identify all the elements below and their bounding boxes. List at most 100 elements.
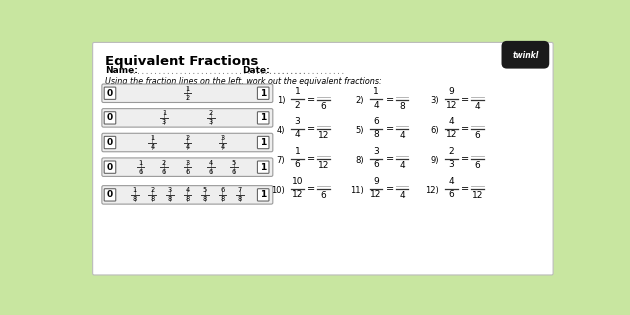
- Text: 0: 0: [107, 163, 113, 172]
- Text: 12: 12: [446, 130, 457, 139]
- Text: 3): 3): [430, 96, 439, 106]
- Text: 1: 1: [133, 187, 137, 193]
- FancyBboxPatch shape: [102, 84, 273, 102]
- Text: 4): 4): [277, 126, 285, 135]
- Text: 3: 3: [220, 135, 224, 141]
- Text: 8: 8: [133, 197, 137, 203]
- FancyBboxPatch shape: [102, 186, 273, 204]
- Text: 6: 6: [321, 191, 326, 200]
- Text: 5: 5: [203, 187, 207, 193]
- Text: 3: 3: [449, 160, 454, 169]
- Text: 8: 8: [399, 102, 405, 111]
- Text: 4: 4: [449, 177, 454, 186]
- FancyBboxPatch shape: [102, 133, 273, 152]
- Text: 4: 4: [220, 144, 224, 150]
- Text: 12: 12: [318, 131, 329, 140]
- Text: 4: 4: [399, 131, 405, 140]
- Text: 6: 6: [373, 160, 379, 169]
- FancyBboxPatch shape: [104, 112, 116, 124]
- Text: 6: 6: [373, 117, 379, 126]
- Text: 6: 6: [185, 169, 190, 175]
- Text: 1: 1: [295, 146, 301, 156]
- Text: =: =: [307, 95, 316, 105]
- Text: 12: 12: [292, 190, 303, 199]
- Text: 11): 11): [350, 186, 364, 195]
- Text: 3: 3: [168, 187, 172, 193]
- Text: 0: 0: [107, 138, 113, 147]
- Text: 1: 1: [260, 190, 266, 199]
- Text: 8: 8: [203, 197, 207, 203]
- Text: 12): 12): [425, 186, 439, 195]
- Text: 6: 6: [295, 160, 301, 169]
- Text: =: =: [386, 124, 394, 135]
- FancyBboxPatch shape: [93, 43, 553, 275]
- Text: ..........................................: ........................................…: [128, 69, 307, 75]
- Text: 8: 8: [168, 197, 172, 203]
- Text: 8: 8: [238, 197, 242, 203]
- Text: 2): 2): [355, 96, 364, 106]
- Text: 3: 3: [373, 146, 379, 156]
- Text: 6: 6: [139, 169, 143, 175]
- Text: 4: 4: [399, 191, 405, 200]
- Text: =: =: [386, 95, 394, 105]
- Text: 3: 3: [162, 119, 166, 125]
- Text: 4: 4: [185, 187, 190, 193]
- Text: 6: 6: [475, 161, 481, 170]
- Text: 12: 12: [472, 191, 483, 200]
- Text: 8): 8): [355, 156, 364, 165]
- Text: 6: 6: [209, 169, 213, 175]
- Text: 9: 9: [449, 87, 454, 96]
- Text: 6: 6: [321, 102, 326, 111]
- Text: 12: 12: [370, 190, 382, 199]
- Text: =: =: [461, 95, 469, 105]
- Text: 6: 6: [220, 187, 224, 193]
- Text: 9: 9: [373, 177, 379, 186]
- Text: Name:: Name:: [105, 66, 138, 75]
- Text: ....................: ....................: [261, 69, 345, 75]
- Text: 5): 5): [355, 126, 364, 135]
- Text: 2: 2: [162, 160, 166, 166]
- Text: =: =: [307, 185, 316, 194]
- Text: 1: 1: [139, 160, 143, 166]
- FancyBboxPatch shape: [258, 136, 269, 149]
- Text: 6: 6: [162, 169, 166, 175]
- Text: 2: 2: [185, 95, 190, 101]
- Text: =: =: [461, 124, 469, 135]
- Text: =: =: [386, 185, 394, 194]
- Text: =: =: [307, 154, 316, 164]
- Text: 1: 1: [260, 113, 266, 123]
- Text: 10): 10): [272, 186, 285, 195]
- Text: 4: 4: [295, 130, 301, 139]
- Text: 4: 4: [150, 144, 154, 150]
- Text: twinkl: twinkl: [512, 51, 539, 60]
- Text: 12: 12: [318, 161, 329, 170]
- Text: 2: 2: [295, 101, 301, 110]
- Text: 0: 0: [107, 89, 113, 98]
- Text: 7: 7: [238, 187, 242, 193]
- Text: 2: 2: [185, 135, 190, 141]
- Text: 0: 0: [107, 113, 113, 123]
- Text: 3: 3: [295, 117, 301, 126]
- FancyBboxPatch shape: [258, 189, 269, 201]
- Text: 8: 8: [220, 197, 224, 203]
- Text: 8: 8: [373, 130, 379, 139]
- Text: 2: 2: [150, 187, 154, 193]
- Text: 12: 12: [446, 101, 457, 110]
- Text: 4: 4: [373, 101, 379, 110]
- Text: 1: 1: [260, 89, 266, 98]
- Text: 2: 2: [449, 146, 454, 156]
- Text: =: =: [461, 154, 469, 164]
- Text: 3: 3: [185, 160, 190, 166]
- Text: 4: 4: [399, 161, 405, 170]
- Text: 8: 8: [185, 197, 190, 203]
- FancyBboxPatch shape: [102, 158, 273, 176]
- Text: =: =: [307, 124, 316, 135]
- Text: 6: 6: [449, 190, 454, 199]
- Text: 1: 1: [260, 163, 266, 172]
- Text: Equivalent Fractions: Equivalent Fractions: [105, 55, 258, 68]
- Text: Using the fraction lines on the left, work out the equivalent fractions:: Using the fraction lines on the left, wo…: [105, 77, 382, 86]
- Text: 8: 8: [150, 197, 154, 203]
- FancyBboxPatch shape: [104, 161, 116, 173]
- Text: 4: 4: [449, 117, 454, 126]
- FancyBboxPatch shape: [258, 87, 269, 100]
